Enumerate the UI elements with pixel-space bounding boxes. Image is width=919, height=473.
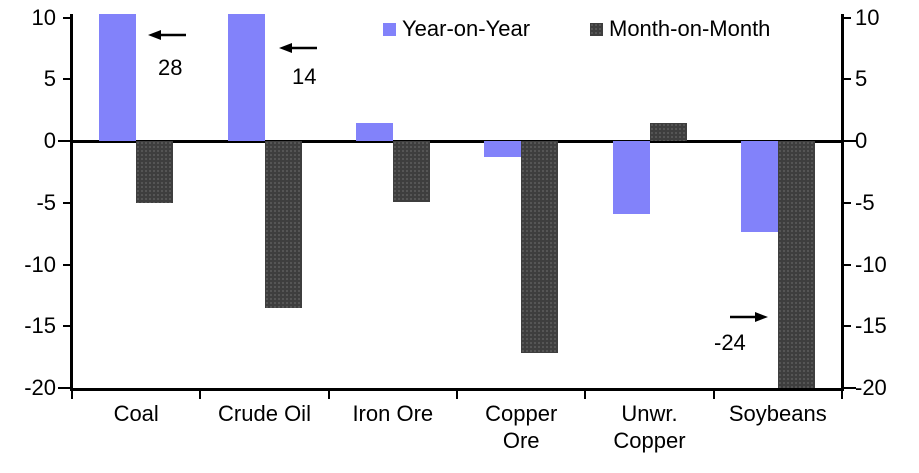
bar-year-on-year-soybeans	[740, 141, 778, 233]
legend-item-month-on-month: Month-on-Month	[590, 16, 770, 42]
x-axis-label-iron-ore: Iron Ore	[352, 401, 434, 426]
bar-month-on-month-copper-ore	[521, 141, 559, 354]
x-tick-3	[456, 391, 458, 399]
bar-month-on-month-coal	[136, 141, 174, 203]
bar-year-on-year-coal	[99, 14, 137, 141]
x-tick-6	[841, 391, 843, 399]
y-tick-left-0	[58, 140, 72, 142]
x-axis-label-copper-ore: Copper Ore	[485, 401, 558, 453]
y-tick-right--15	[842, 325, 851, 328]
y-axis-label-right--10: -10	[855, 251, 887, 277]
bar-month-on-month-iron-ore	[392, 141, 430, 202]
y-axis-label-right--5: -5	[855, 189, 875, 215]
y-tick-right--10	[842, 263, 851, 266]
y-axis-label-right-10: 10	[855, 4, 880, 30]
bar-month-on-month-unwr-copper	[649, 122, 687, 141]
y-tick-right-0	[842, 140, 856, 142]
legend-item-year-on-year: Year-on-Year	[383, 16, 530, 42]
y-tick-right--20	[842, 387, 856, 389]
legend-label-month-on-month: Month-on-Month	[609, 16, 771, 41]
bar-year-on-year-iron-ore	[355, 122, 393, 141]
x-axis-label-soybeans: Soybeans	[728, 401, 827, 426]
zero-line	[72, 140, 842, 143]
annotation-arrow-right-icon	[730, 312, 768, 322]
y-axis-label-left--15: -15	[24, 313, 56, 339]
y-axis-label-left-10: 10	[31, 4, 56, 30]
x-tick-1	[199, 391, 202, 399]
bar-month-on-month-crude-oil	[264, 141, 302, 308]
legend-swatch-month-on-month-icon	[590, 22, 603, 36]
y-tick-left--20	[58, 387, 72, 389]
annotation-value-28: 28	[158, 55, 183, 80]
y-tick-right--5	[842, 201, 851, 204]
x-axis-label-unwr-copper: Unwr. Copper	[613, 401, 686, 453]
bar-month-on-month-soybeans	[777, 141, 815, 388]
y-tick-left-5	[63, 78, 72, 81]
y-axis-label-left-5: 5	[43, 66, 56, 92]
x-axis-label-crude-oil: Crude Oil	[218, 401, 311, 426]
x-tick-5	[712, 391, 715, 399]
y-axis-label-right--15: -15	[855, 313, 887, 339]
y-axis-label-left--5: -5	[36, 189, 56, 215]
annotation-value-14: 14	[292, 64, 317, 89]
legend-swatch-year-on-year-icon	[383, 22, 396, 36]
y-axis-label-left-0: 0	[43, 128, 56, 153]
y-tick-left--15	[63, 325, 72, 328]
y-axis-label-left--10: -10	[24, 251, 56, 277]
annotation-arrow-left-icon	[279, 43, 317, 53]
x-tick-0	[71, 391, 73, 399]
y-axis-label-right-5: 5	[855, 66, 868, 92]
bar-year-on-year-copper-ore	[484, 141, 522, 158]
y-tick-left-10	[63, 16, 72, 19]
x-tick-4	[584, 391, 587, 399]
bar-year-on-year-crude-oil	[227, 14, 265, 141]
annotation-arrow-left-icon	[148, 30, 186, 40]
x-axis-spine	[70, 388, 844, 391]
y-tick-left--10	[63, 263, 72, 266]
y-axis-label-right--20: -20	[855, 375, 887, 400]
legend-label-year-on-year: Year-on-Year	[402, 16, 531, 41]
annotation-value-24: -24	[714, 330, 746, 355]
y-tick-right-10	[842, 16, 851, 19]
y-tick-right-5	[842, 78, 851, 81]
y-axis-label-right-0: 0	[855, 128, 868, 153]
y-axis-label-left--20: -20	[24, 375, 56, 400]
x-axis-label-coal: Coal	[113, 401, 159, 426]
x-tick-2	[327, 391, 330, 399]
y-tick-left--5	[63, 201, 72, 204]
bar-year-on-year-unwr-copper	[612, 141, 650, 214]
